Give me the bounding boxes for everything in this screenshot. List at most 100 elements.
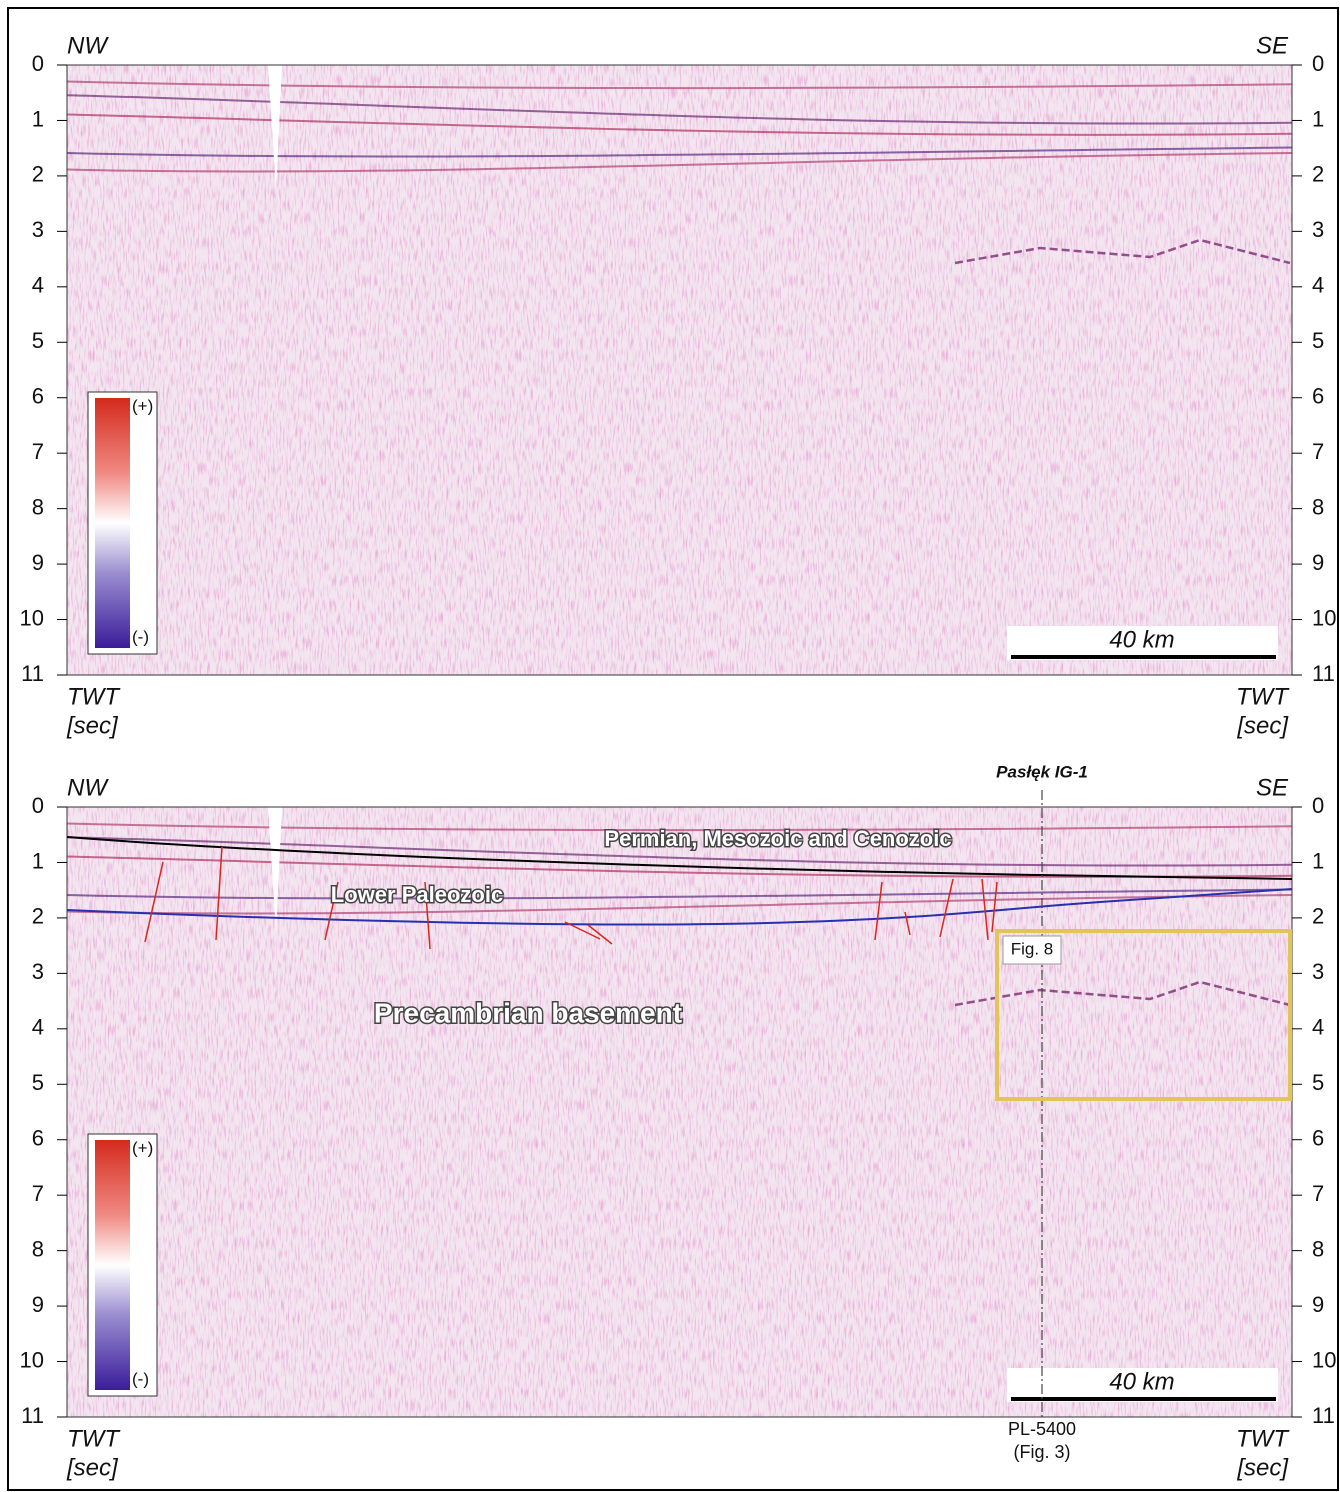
reflector-deep [954,238,1291,265]
fault [144,861,164,943]
colorbar [95,398,130,648]
fault [874,881,883,941]
reflector [66,836,1293,867]
reflector [66,894,1293,915]
left-label: NW [67,774,109,801]
y-tick-label: 1 [1312,106,1324,131]
y-tick-label: 2 [32,904,44,929]
y-tick-label: 8 [1312,1236,1324,1261]
y-tick-label: 8 [32,494,44,519]
axis-label: [sec] [1236,1454,1289,1481]
y-tick-label: 6 [32,1126,44,1151]
colorbar [95,1140,130,1390]
y-tick-label: 9 [32,550,44,575]
axis-label: TWT [67,1425,121,1452]
y-tick-label: 9 [1312,1292,1324,1317]
y-tick-label: 0 [32,51,44,76]
plot-border [66,64,1293,676]
scale-box [1007,1368,1278,1402]
reflector [66,888,1293,900]
axis-label: TWT [1236,1425,1290,1452]
fault [991,881,998,933]
colorbar-label: (-) [132,627,149,646]
fault [904,911,911,936]
reflector [66,822,1293,832]
base-horizon [66,888,1293,926]
colorbar-label: (+) [132,1138,153,1157]
y-tick-label: 3 [32,959,44,984]
y-tick-label: 1 [32,848,44,873]
data-gap [268,65,282,190]
y-tick-label: 4 [32,1015,44,1040]
inset-label: Fig. 8 [1011,939,1054,958]
fault [564,921,601,940]
frame [7,7,1339,1491]
y-tick-label: 11 [1312,661,1335,686]
top-horizon [66,836,1293,880]
y-tick-label: 5 [32,1070,44,1095]
reflector [66,146,1293,158]
y-tick-label: 3 [32,217,44,242]
scale-box [1007,626,1278,660]
unit-label: Precambrian basement [374,997,682,1028]
y-tick-label: 2 [1312,904,1324,929]
left-label: NW [67,32,109,59]
plot-border [66,806,1293,1418]
data-gap [268,807,282,932]
fault [587,924,613,945]
y-tick-label: 4 [32,273,44,298]
fault [324,881,339,941]
y-tick-label: 3 [1312,217,1324,242]
y-tick-label: 0 [1312,793,1324,818]
reflector-deep [954,980,1291,1007]
y-tick-label: 8 [1312,494,1324,519]
unit-label: Lower Paleozoic [331,882,503,907]
profile-label: PL-5400 [1008,1419,1076,1439]
colorbar-label: (-) [132,1369,149,1388]
unit-label: Permian, Mesozoic and Cenozoic [604,826,951,851]
y-tick-label: 7 [32,439,44,464]
y-tick-label: 11 [1312,1403,1335,1428]
y-tick-label: 1 [1312,848,1324,873]
axis-label: [sec] [66,1454,119,1481]
y-tick-label: 2 [1312,162,1324,187]
reflector [66,152,1293,173]
fault [939,878,954,938]
y-tick-label: 6 [1312,384,1324,409]
y-tick-label: 6 [1312,1126,1324,1151]
y-tick-label: 0 [1312,51,1324,76]
right-label: SE [1256,32,1289,59]
axis-label: TWT [67,683,121,710]
y-tick-label: 0 [32,793,44,818]
y-tick-label: 7 [1312,1181,1324,1206]
y-tick-label: 10 [20,1347,44,1372]
y-tick-label: 4 [1312,1015,1324,1040]
fault [981,878,989,941]
y-tick-label: 9 [1312,550,1324,575]
y-tick-label: 10 [20,605,44,630]
y-tick-label: 10 [1312,605,1336,630]
colorbar-label: (+) [132,396,153,415]
profile-label: (Fig. 3) [1013,1442,1070,1462]
fault [215,846,223,941]
reflector [66,94,1293,125]
axis-label: [sec] [1236,712,1289,739]
reflector [66,113,1293,136]
scale-label: 40 km [1109,1368,1174,1395]
y-tick-label: 7 [32,1181,44,1206]
axis-label: TWT [1236,683,1290,710]
scale-bar [1011,1397,1276,1401]
y-tick-label: 2 [32,162,44,187]
reflector [66,855,1293,878]
reflector [66,80,1293,90]
y-tick-label: 3 [1312,959,1324,984]
y-tick-label: 1 [32,106,44,131]
inset-label-box [1002,935,1062,965]
y-tick-label: 5 [1312,328,1324,353]
well-label: Pasłęk IG-1 [996,762,1088,781]
y-tick-label: 5 [1312,1070,1324,1095]
y-tick-label: 6 [32,384,44,409]
y-tick-label: 11 [21,661,44,686]
y-tick-label: 11 [21,1403,44,1428]
